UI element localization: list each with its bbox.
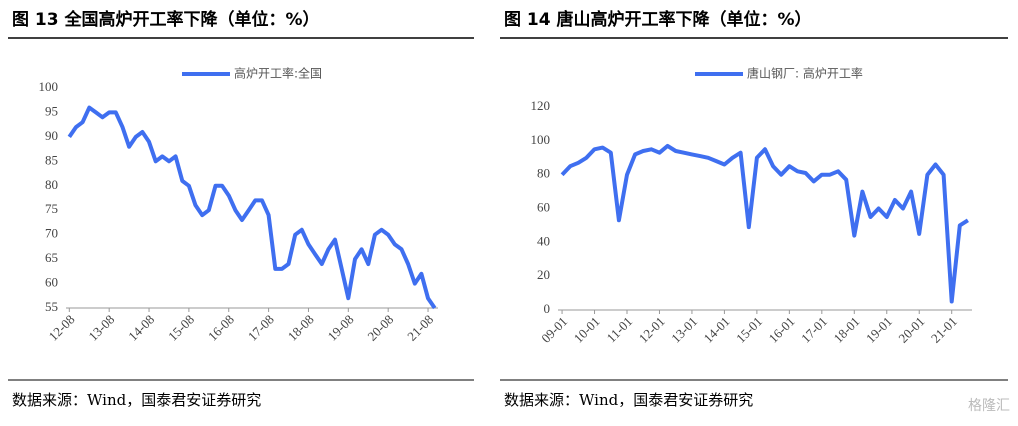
x-tick-label: 14-08 xyxy=(125,312,157,344)
x-tick-label: 18-01 xyxy=(830,314,862,346)
x-tick-label: 12-01 xyxy=(636,314,668,346)
x-tick-label: 17-08 xyxy=(245,312,277,344)
x-tick-label: 13-01 xyxy=(668,314,700,346)
x-tick-label: 19-01 xyxy=(863,314,895,346)
y-tick-label: 0 xyxy=(544,301,551,316)
chart-title: 图 13 全国高炉开工率下降（单位：%） xyxy=(12,9,320,30)
y-tick-label: 20 xyxy=(537,267,550,282)
y-tick-label: 75 xyxy=(45,201,58,216)
y-tick-label: 85 xyxy=(45,152,58,167)
y-tick-label: 40 xyxy=(537,233,550,248)
x-tick-label: 15-01 xyxy=(733,314,765,346)
y-tick-label: 60 xyxy=(537,199,550,214)
y-tick-label: 80 xyxy=(45,177,58,192)
x-tick-label: 14-01 xyxy=(701,314,733,346)
source: 数据来源：Wind，国泰君安证券研究 xyxy=(12,391,261,409)
x-tick-label: 09-01 xyxy=(538,314,570,346)
watermark: 格隆汇 xyxy=(968,398,1010,414)
y-tick-label: 100 xyxy=(39,79,59,94)
y-tick-label: 90 xyxy=(45,128,58,143)
line-series xyxy=(560,143,969,304)
y-tick-label: 80 xyxy=(537,166,550,181)
x-tick-label: 17-01 xyxy=(798,314,830,346)
x-tick-label: 20-08 xyxy=(364,312,396,344)
x-tick-label: 16-08 xyxy=(205,312,237,344)
y-tick-label: 120 xyxy=(531,98,551,113)
chart-title: 图 14 唐山高炉开工率下降（单位：%） xyxy=(504,9,812,30)
y-tick-label: 60 xyxy=(45,275,58,290)
y-tick-label: 65 xyxy=(45,250,58,265)
x-tick-label: 21-08 xyxy=(404,312,436,344)
x-tick-label: 10-01 xyxy=(571,314,603,346)
x-tick-label: 21-01 xyxy=(928,314,960,346)
legend-label: 高炉开工率:全国 xyxy=(234,66,322,81)
y-tick-label: 95 xyxy=(45,103,58,118)
x-tick-label: 15-08 xyxy=(165,312,197,344)
x-tick-label: 13-08 xyxy=(85,312,117,344)
y-tick-label: 70 xyxy=(45,226,58,241)
line-series xyxy=(67,105,437,310)
y-tick-label: 55 xyxy=(45,299,58,314)
source: 数据来源：Wind，国泰君安证券研究 xyxy=(504,391,753,409)
x-tick-label: 18-08 xyxy=(285,312,317,344)
legend-label: 唐山钢厂: 高炉开工率 xyxy=(747,66,863,81)
x-tick-label: 11-01 xyxy=(604,314,636,346)
x-tick-label: 16-01 xyxy=(766,314,798,346)
x-tick-label: 12-08 xyxy=(45,312,77,344)
y-tick-label: 100 xyxy=(531,132,551,147)
x-tick-label: 19-08 xyxy=(324,312,356,344)
x-tick-label: 20-01 xyxy=(895,314,927,346)
